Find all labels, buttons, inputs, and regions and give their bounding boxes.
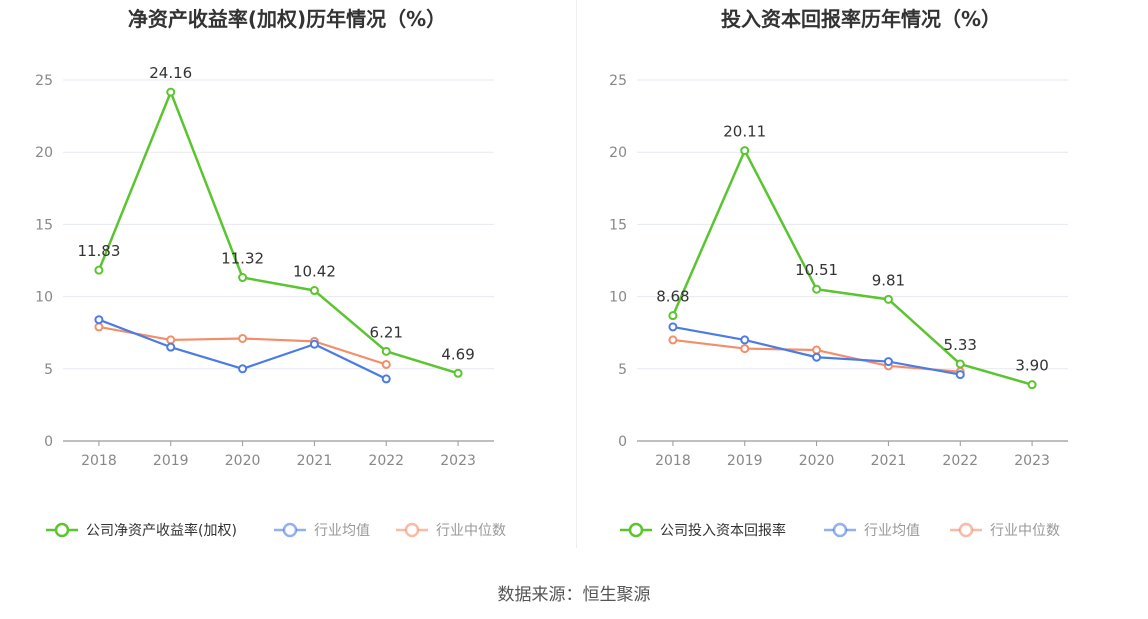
y-tick-label: 25	[609, 73, 627, 89]
y-tick-label: 20	[609, 145, 627, 161]
data-point	[238, 333, 248, 343]
roe-chart-panel: 净资产收益率(加权)历年情况（%） 0 5 10 15 20 25 2018 2019 2020 2…	[0, 0, 574, 560]
data-label: 5.33	[944, 336, 977, 354]
y-tick-label: 10	[35, 290, 53, 306]
legend-item-label[interactable]: 公司投入资本回报率	[660, 522, 786, 539]
data-point	[740, 146, 750, 156]
legend-item-label[interactable]: 行业均值	[864, 523, 920, 539]
data-label: 9.81	[872, 271, 905, 289]
x-tick-label: 2020	[225, 453, 261, 469]
x-tick-label: 2018	[81, 453, 117, 469]
data-point	[740, 344, 750, 354]
roic-chart: 投入资本回报率历年情况（%） 0 5 10 15 20 25 2018 2019 2020 2021…	[609, 7, 1068, 539]
data-point	[883, 294, 893, 304]
data-point	[740, 335, 750, 345]
data-point	[166, 342, 176, 352]
data-point	[812, 345, 822, 355]
series-line	[97, 90, 459, 375]
data-point	[309, 286, 319, 296]
data-point	[668, 311, 678, 321]
x-tick-label: 2019	[727, 453, 763, 469]
legend-item-label[interactable]: 行业均值	[314, 523, 370, 539]
data-label: 11.83	[77, 242, 120, 260]
data-point	[94, 315, 104, 325]
data-point	[668, 335, 678, 345]
data-label: 4.69	[441, 345, 474, 363]
legend-swatch-marker	[282, 522, 298, 538]
x-tick-label: 2022	[942, 453, 978, 469]
y-tick-label: 5	[44, 362, 53, 378]
data-label: 10.51	[795, 261, 838, 279]
legend-item-label[interactable]: 行业中位数	[990, 523, 1060, 539]
x-tick-label: 2019	[153, 453, 189, 469]
series-line	[671, 149, 1033, 386]
data-point	[381, 359, 391, 369]
roic-chart-panel: 投入资本回报率历年情况（%） 0 5 10 15 20 25 2018 2019 2020 2021…	[574, 0, 1148, 560]
data-point	[883, 357, 893, 367]
data-point	[381, 374, 391, 384]
data-point	[238, 364, 248, 374]
data-label: 8.68	[656, 288, 689, 306]
data-point	[955, 359, 965, 369]
y-tick-label: 15	[35, 217, 53, 233]
data-point	[94, 322, 104, 332]
data-label: 3.90	[1015, 357, 1048, 375]
y-tick-label: 0	[44, 434, 53, 450]
data-point	[812, 352, 822, 362]
y-tick-label: 20	[35, 145, 53, 161]
x-tick-label: 2021	[297, 453, 333, 469]
legend-swatch-marker	[54, 522, 70, 538]
data-point	[166, 87, 176, 97]
y-tick-label: 5	[618, 362, 627, 378]
legend-item-label[interactable]: 公司净资产收益率(加权)	[86, 522, 237, 539]
data-point	[94, 265, 104, 275]
y-tick-label: 25	[35, 73, 53, 89]
roe-chart: 净资产收益率(加权)历年情况（%） 0 5 10 15 20 25 2018 2019 2020 2…	[35, 7, 506, 539]
data-label: 10.42	[293, 263, 336, 281]
x-tick-label: 2023	[1014, 453, 1050, 469]
data-point	[238, 273, 248, 283]
data-point	[309, 339, 319, 349]
x-tick-label: 2023	[440, 453, 476, 469]
x-tick-label: 2020	[799, 453, 835, 469]
data-point	[381, 346, 391, 356]
data-point	[166, 335, 176, 345]
data-point	[453, 368, 463, 378]
y-tick-label: 0	[618, 434, 627, 450]
data-label: 6.21	[370, 323, 403, 341]
panel-divider	[576, 0, 577, 548]
data-point	[668, 322, 678, 332]
data-source-label: 数据来源：恒生聚源	[497, 585, 651, 605]
data-point	[812, 284, 822, 294]
chart-title: 净资产收益率(加权)历年情况（%）	[128, 7, 446, 31]
chart-title: 投入资本回报率历年情况（%）	[721, 7, 1001, 31]
data-point	[1027, 380, 1037, 390]
x-tick-label: 2022	[368, 453, 404, 469]
data-point	[955, 370, 965, 380]
legend-swatch-marker	[832, 522, 848, 538]
data-label: 20.11	[723, 123, 766, 141]
data-label: 24.16	[149, 64, 192, 82]
y-tick-label: 15	[609, 217, 627, 233]
y-tick-label: 10	[609, 290, 627, 306]
legend-swatch-marker	[958, 522, 974, 538]
data-label: 11.32	[221, 250, 264, 268]
x-tick-label: 2018	[655, 453, 691, 469]
legend-swatch-marker	[404, 522, 420, 538]
legend-item-label[interactable]: 行业中位数	[436, 523, 506, 539]
x-tick-label: 2021	[871, 453, 907, 469]
legend-swatch-marker	[628, 522, 644, 538]
